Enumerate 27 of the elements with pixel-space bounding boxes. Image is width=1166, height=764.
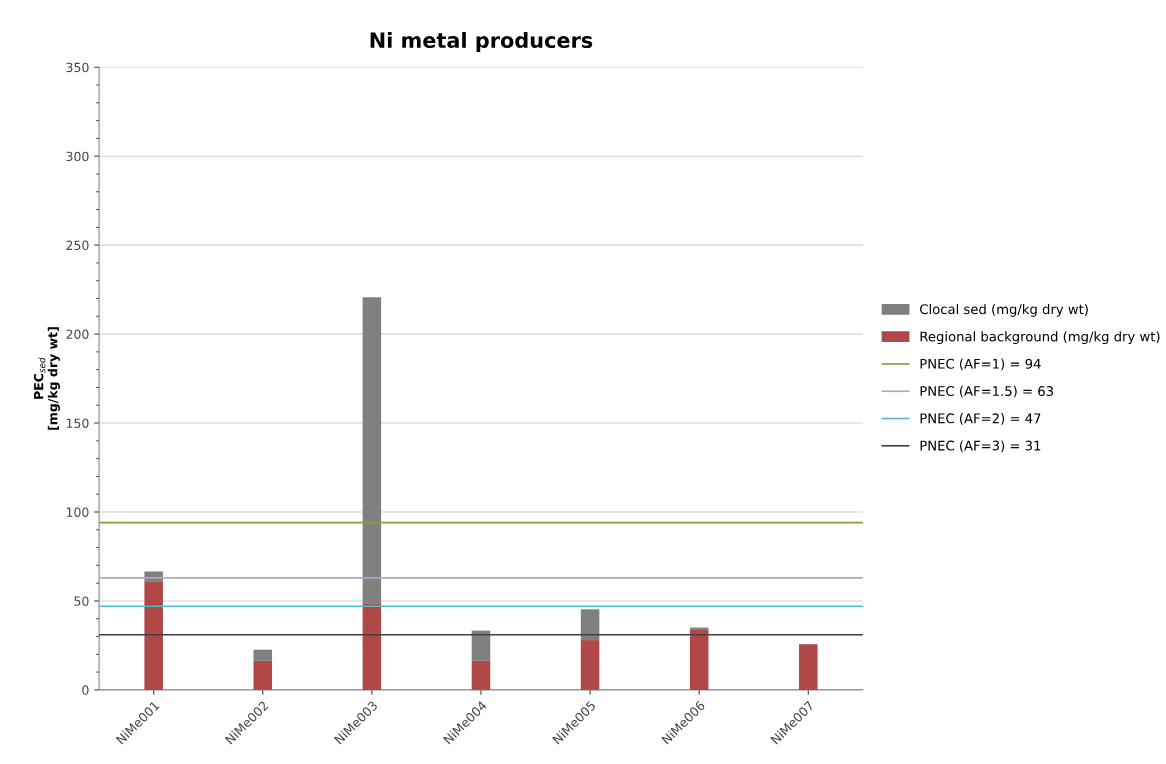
bar <box>362 603 382 690</box>
y-axis-title: PEC$_{sed}$ [mg/kg dry wt] <box>33 327 60 430</box>
bar <box>253 660 273 690</box>
legend-label: PNEC (AF=1.5) = 63 <box>920 385 1053 398</box>
bar <box>144 581 163 690</box>
bar <box>580 609 600 641</box>
legend-label: Clocal sed (mg/kg dry wt) <box>920 303 1088 317</box>
y-tick-label: 150 <box>66 418 89 428</box>
bar <box>799 644 818 690</box>
y-tick-label: 50 <box>74 596 89 606</box>
y-tick-label: 0 <box>82 685 89 695</box>
legend-label: PNEC (AF=3) = 31 <box>920 440 1041 453</box>
legend-label: Regional background (mg/kg dry wt) <box>920 331 1160 345</box>
bar <box>471 660 491 690</box>
legend-label: PNEC (AF=1) = 94 <box>920 358 1041 371</box>
bar <box>580 640 600 690</box>
bar <box>689 629 709 690</box>
y-tick-label: 250 <box>66 240 89 251</box>
chart-title: Ni metal producers <box>370 31 593 53</box>
bar <box>253 649 273 661</box>
bar <box>362 297 382 604</box>
y-tick-label: 100 <box>66 507 89 517</box>
y-tick-label: 200 <box>66 329 89 340</box>
y-tick-label: 300 <box>66 151 89 162</box>
y-tick-label: 350 <box>66 62 89 73</box>
legend-label: PNEC (AF=2) = 47 <box>920 413 1041 425</box>
bar <box>471 630 491 661</box>
